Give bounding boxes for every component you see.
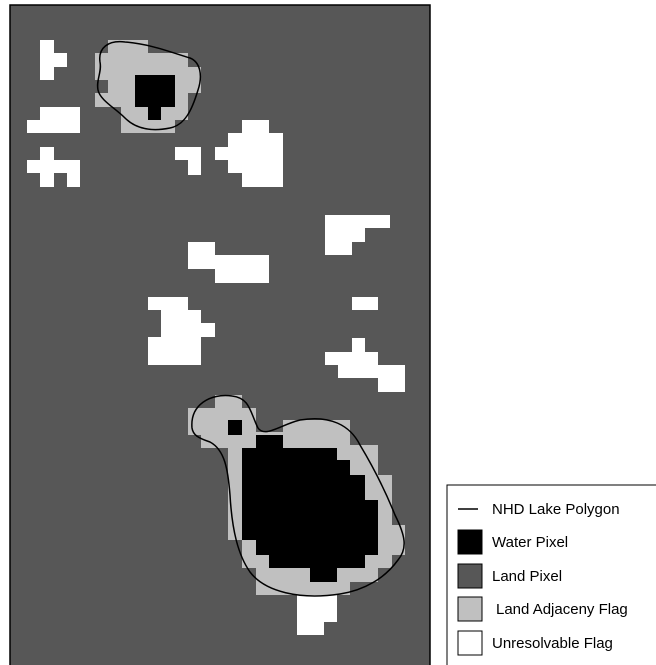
legend-label: Land Pixel	[492, 568, 562, 585]
lake-north	[95, 40, 202, 133]
legend-land-swatch	[457, 563, 483, 589]
unresolvable-patches	[27, 40, 405, 635]
lake-south	[188, 394, 405, 597]
legend-unresolvable-swatch	[457, 630, 483, 656]
legend-label: NHD Lake Polygon	[492, 501, 620, 518]
legend-label: Water Pixel	[492, 534, 568, 551]
legend-adjacency-swatch	[457, 596, 483, 622]
legend-label: Land Adjaceny Flag	[496, 601, 628, 618]
legend-water-swatch	[457, 529, 483, 555]
legend-label: Unresolvable Flag	[492, 635, 613, 652]
